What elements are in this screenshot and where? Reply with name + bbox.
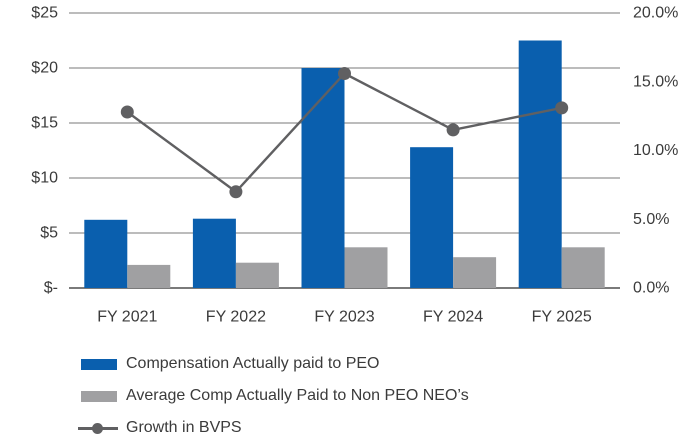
right-axis-tick-label: 10.0%: [633, 142, 678, 159]
x-axis-category-label: FY 2023: [314, 309, 374, 326]
legend-label-peo: Compensation Actually paid to PEO: [126, 355, 380, 372]
left-axis-tick-label: $25: [31, 5, 58, 22]
legend-label-neo: Average Comp Actually Paid to Non PEO NE…: [126, 387, 469, 404]
left-axis-tick-label: $5: [40, 225, 58, 242]
peo-bar-fy-2025: [518, 40, 562, 288]
legend-label-bvps: Growth in BVPS: [126, 419, 242, 436]
neo-bar-fy-2025: [561, 247, 605, 288]
bvps-point-fy-2023: [338, 67, 351, 80]
bvps-point-fy-2024: [446, 123, 460, 137]
right-axis-tick-label: 20.0%: [633, 5, 678, 22]
x-axis-category-label: FY 2022: [206, 309, 266, 326]
bvps-point-fy-2025: [555, 101, 569, 115]
peo-bar-fy-2024: [410, 147, 454, 288]
legend-swatch-neo: [81, 390, 117, 402]
right-axis-tick-label: 5.0%: [633, 211, 669, 228]
combo-chart: $25 $20 $15 $10 $5 $- 20.0% 15.0% 10.0% 5.0% 0.0% F…: [31, 5, 678, 326]
peo-bar-fy-2022: [192, 218, 236, 288]
legend-item-bvps: Growth in BVPS: [0, 412, 686, 443]
neo-bar-fy-2021: [127, 264, 171, 288]
left-axis-tick-label: $20: [31, 60, 58, 77]
bvps-point-fy-2022: [229, 185, 243, 199]
x-axis-category-label: FY 2025: [532, 309, 592, 326]
legend-item-peo: Compensation Actually paid to PEO: [0, 348, 686, 380]
peo-bar-fy-2021: [84, 219, 128, 288]
right-axis-tick-label: 0.0%: [633, 280, 669, 297]
left-axis-tick-label: $10: [31, 170, 58, 187]
neo-bar-fy-2023: [344, 247, 388, 288]
x-axis-category-label: FY 2021: [97, 309, 157, 326]
neo-bar-fy-2022: [235, 262, 279, 288]
x-axis-category-label: FY 2024: [423, 309, 483, 326]
legend-swatch-bvps-line-icon: [78, 422, 118, 435]
peo-bar-fy-2023: [301, 68, 345, 288]
right-axis-tick-label: 15.0%: [633, 73, 678, 90]
left-axis-tick-label: $-: [44, 280, 58, 297]
legend-item-neo: Average Comp Actually Paid to Non PEO NE…: [0, 380, 686, 412]
chart-legend: Compensation Actually paid to PEO Averag…: [0, 348, 686, 443]
left-axis-tick-label: $15: [31, 115, 58, 132]
bvps-point-fy-2021: [120, 105, 134, 119]
legend-swatch-peo: [81, 358, 117, 370]
neo-bar-fy-2024: [453, 257, 497, 288]
